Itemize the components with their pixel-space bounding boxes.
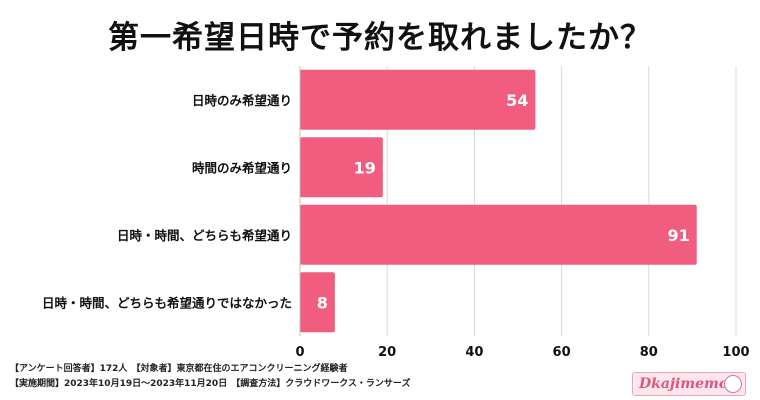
x-tick-label-60: 60 [553, 345, 571, 360]
footnote-period: 【実施期間】2023年10月19日～2023年11月20日 [10, 379, 228, 389]
bar-1 [300, 69, 536, 130]
category-label-2: 時間のみ希望通り [192, 160, 292, 175]
category-label-3: 日時・時間、どちらも希望通り [117, 228, 292, 243]
category-label-1: 日時のみ希望通り [192, 93, 292, 108]
sheep-icon [724, 375, 742, 393]
footnotes: 【アンケート回答者】172人 【対象者】東京都在住のエアコンクリーニング経験者 【… [10, 362, 414, 392]
x-tick-label-20: 20 [378, 345, 396, 360]
category-label-4: 日時・時間、どちらも希望通りではなかった [42, 295, 292, 310]
bar-4 [300, 272, 335, 333]
footnote-method: 【調査方法】クラウドワークス・ランサーズ [231, 379, 411, 389]
x-tick-label-100: 100 [722, 345, 749, 360]
x-tick-label-40: 40 [465, 345, 483, 360]
brand-logo: Dkajimemo [632, 372, 746, 396]
footnote-line-1: 【アンケート回答者】172人 【対象者】東京都在住のエアコンクリーニング経験者 [10, 362, 414, 377]
chart-title: 第一希望日時で予約を取れましたか？ [108, 20, 652, 56]
footnote-line-2: 【実施期間】2023年10月19日～2023年11月20日 【調査方法】クラウドワ… [10, 377, 414, 392]
data-label-1: 54 [506, 91, 528, 110]
x-tick-label-80: 80 [640, 345, 658, 360]
x-tick-label-0: 0 [295, 345, 304, 360]
data-label-3: 91 [667, 226, 689, 245]
data-label-4: 8 [317, 293, 328, 312]
data-label-2: 19 [354, 158, 376, 177]
footnote-respondents: 【アンケート回答者】172人 [10, 364, 128, 374]
bar-2 [300, 137, 383, 198]
logo-text: Dkajimemo [639, 376, 729, 392]
bar-3 [300, 204, 697, 265]
footnote-target: 【対象者】東京都在住のエアコンクリーニング経験者 [131, 364, 348, 374]
